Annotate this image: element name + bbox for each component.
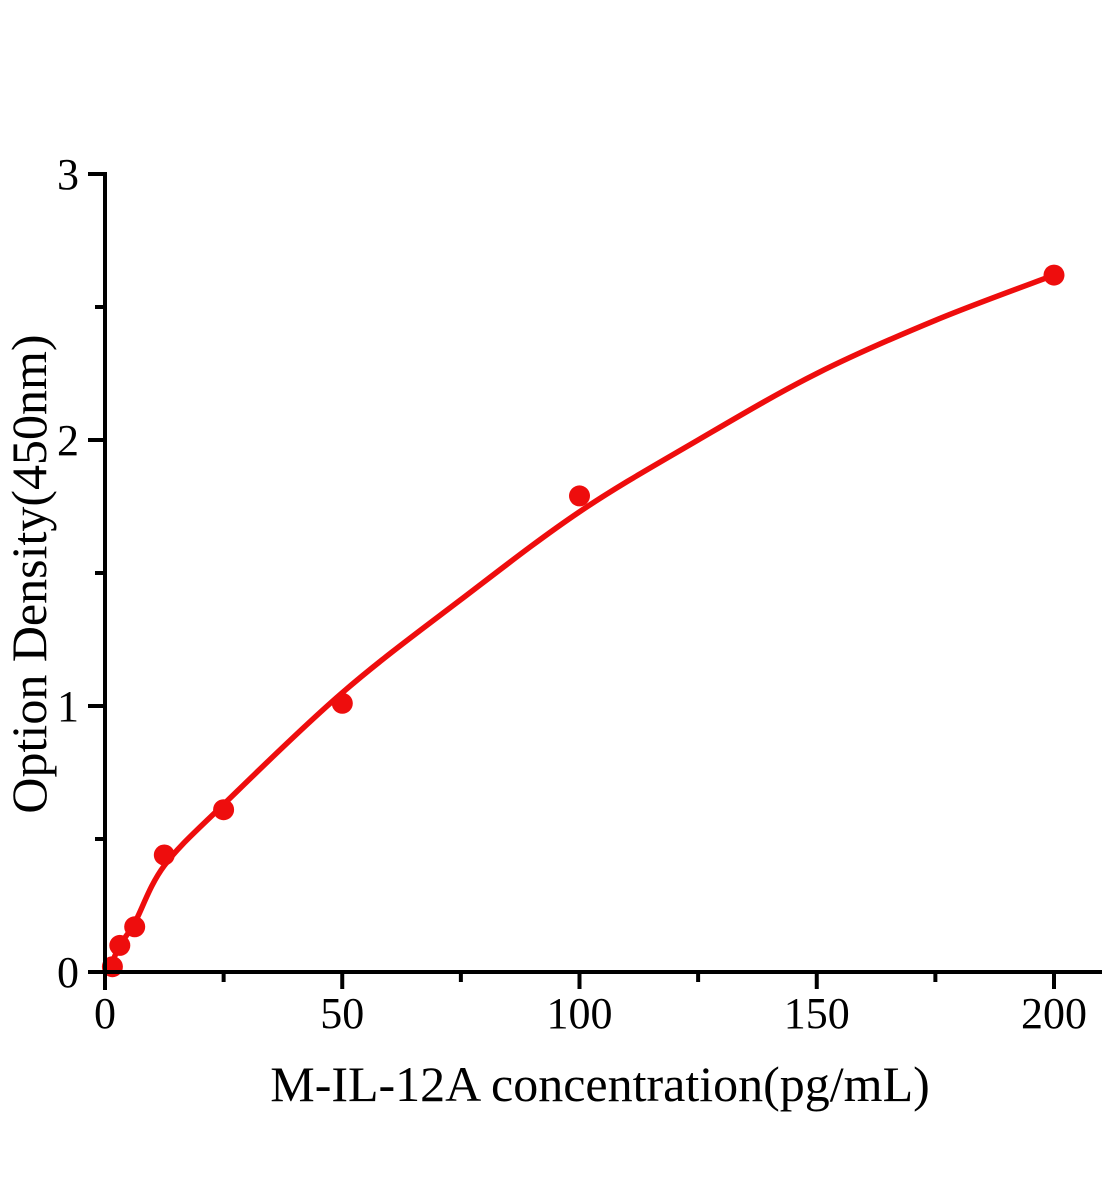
data-point [124,916,146,938]
x-axis-title: M-IL-12A concentration(pg/mL) [270,1056,930,1112]
data-point [331,692,353,714]
y-tick-label: 1 [57,682,79,731]
x-tick-label: 150 [784,989,850,1038]
data-point [569,485,590,507]
x-tick-label: 200 [1021,989,1087,1038]
y-axis-title: Option Density(450nm) [1,334,57,813]
series-standard-curve [101,264,1065,978]
x-tick-label: 0 [94,989,116,1038]
fit-curve-line [106,272,1057,973]
data-point [213,799,235,821]
x-axis-tick-labels: 0 50 100 150 200 [94,989,1087,1038]
data-point [153,844,175,866]
axes: 0 50 100 150 200 0 1 2 3 [57,150,1102,1038]
y-tick-label: 3 [57,150,79,199]
y-axis-ticks [88,172,105,974]
data-point [1043,264,1065,286]
x-axis-ticks [103,972,1056,989]
x-tick-label: 50 [320,989,364,1038]
data-points [101,264,1065,978]
y-tick-label: 0 [57,948,79,997]
x-tick-label: 100 [547,989,613,1038]
data-point [109,934,131,956]
y-tick-label: 2 [57,416,79,465]
y-axis-tick-labels: 0 1 2 3 [57,150,79,997]
